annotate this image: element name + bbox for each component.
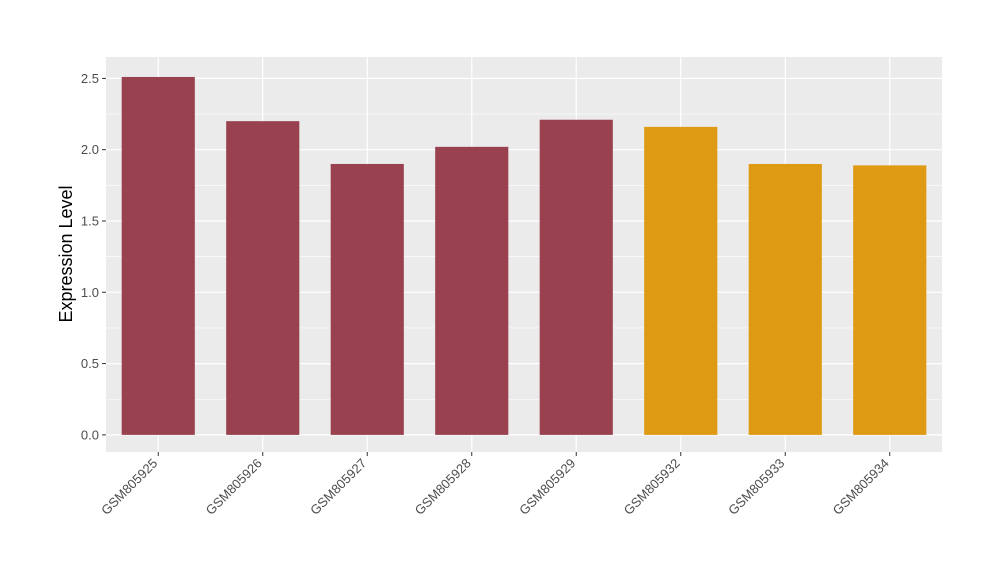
bar-gsm805927 [330,163,404,435]
x-tick-label: GSM805932 [621,456,683,518]
y-tick-label: 2.0 [81,142,99,157]
bar-gsm805934 [853,165,927,435]
x-axis: GSM805925 GSM805926 GSM805927 GSM805928 GSM8… [98,452,892,518]
y-axis: 0.0 0.5 1.0 1.5 2.0 2.5 [81,71,106,442]
y-tick-label: 2.5 [81,71,99,86]
x-tick-label: GSM805933 [725,456,787,518]
bar-gsm805926 [226,121,300,435]
y-tick-label: 1.0 [81,285,99,300]
bars [121,76,927,435]
y-axis-title: Expression Level [56,185,76,322]
y-tick-label: 1.5 [81,213,99,228]
bar-gsm805932 [644,126,718,435]
x-tick-label: GSM805927 [307,456,369,518]
x-tick-label: GSM805934 [830,456,892,518]
x-tick-label: GSM805926 [203,456,265,518]
bar-gsm805928 [435,146,509,435]
bar-gsm805933 [748,163,822,435]
x-tick-label: GSM805929 [516,456,578,518]
x-tick-label: GSM805925 [98,456,160,518]
bar-gsm805925 [121,76,195,435]
bar-gsm805929 [539,119,613,435]
x-tick-label: GSM805928 [412,456,474,518]
y-tick-label: 0.0 [81,427,99,442]
y-tick-label: 0.5 [81,356,99,371]
